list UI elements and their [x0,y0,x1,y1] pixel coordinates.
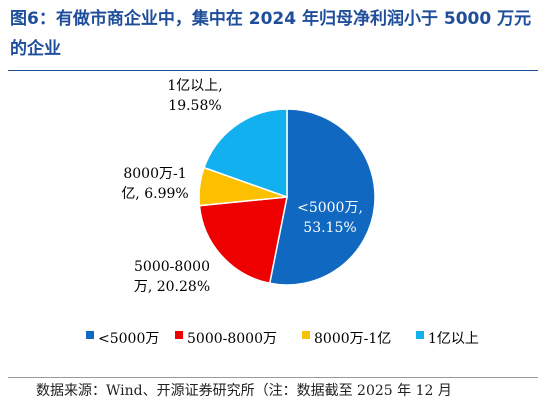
legend-label: 8000万-1亿 [314,331,391,347]
pie-slice [198,196,288,285]
slice-label: 8000万-1 亿, 6.99% [121,166,188,202]
legend-swatch [416,331,424,339]
legend-swatch [302,331,310,339]
pie-slice [203,108,288,199]
slice-label: <5000万, 53.15% [297,200,363,236]
legend-label: 1亿以上 [428,331,479,347]
legend-label: 5000-8000万 [187,331,277,347]
figure-title: 图6：有做市商企业中，集中在 2024 年归母净利润小于 5000 万元的企业 [10,9,532,59]
source-note: 数据来源：Wind、开源证券研究所（注：数据截至 2025 年 12 月 [36,383,452,399]
pie-slice [268,108,376,286]
legend-swatch [86,331,94,339]
title-divider [8,70,538,71]
legend-label: <5000万 [98,331,159,347]
legend-swatch [175,331,183,339]
source-divider [8,377,538,378]
slice-label: 5000-8000 万, 20.28% [134,259,210,295]
slice-label: 1亿以上, 19.58% [167,78,222,114]
